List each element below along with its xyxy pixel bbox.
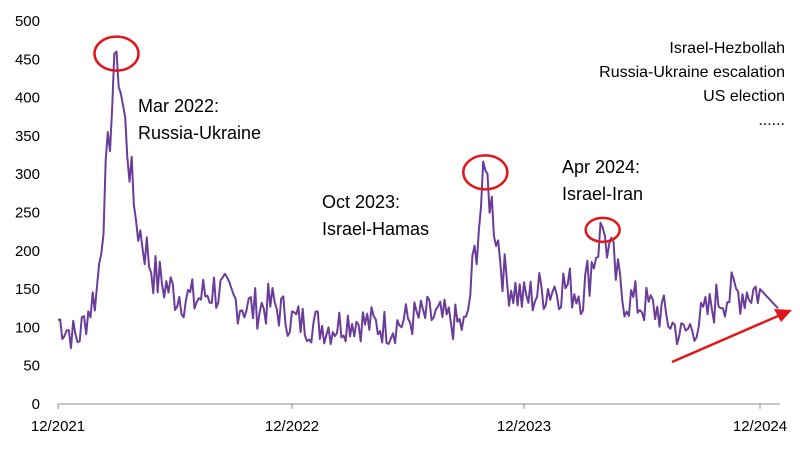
event-annotations: Mar 2022: Russia-Ukraine Oct 2023: Israel-H… (93, 35, 643, 244)
y-tick-label: 0 (32, 396, 40, 413)
trend-arrow-line (671, 314, 779, 364)
annotation-label: Russia-Ukraine (138, 123, 261, 143)
note-line: ...... (758, 112, 785, 129)
y-tick-label: 300 (15, 166, 40, 183)
annotation-label: Israel-Iran (562, 184, 643, 204)
annotation-label: Mar 2022: (138, 96, 219, 116)
y-tick-label: 500 (15, 13, 40, 30)
recent-events-note: Israel-Hezbollah Russia-Ukraine escalatio… (599, 40, 785, 129)
x-tick-label: 12/2024 (733, 418, 787, 435)
y-tick-label: 450 (15, 51, 40, 68)
note-line: Russia-Ukraine escalation (599, 64, 785, 81)
y-tick-label: 350 (15, 128, 40, 145)
annotation-label: Israel-Hamas (322, 219, 429, 239)
x-axis-tick-labels: 12/2021 12/2022 12/2023 12/2024 (31, 418, 787, 435)
x-tick-label: 12/2022 (265, 418, 319, 435)
y-tick-label: 50 (23, 358, 40, 375)
y-tick-label: 400 (15, 90, 40, 107)
series-line (57, 50, 779, 350)
y-axis-tick-labels: 0 50 100 150 200 250 300 350 400 450 500 (15, 13, 40, 413)
y-tick-label: 150 (15, 281, 40, 298)
highlight-circle (93, 35, 140, 72)
annotation-label: Apr 2024: (562, 157, 640, 177)
annotation-label: Oct 2023: (322, 192, 400, 212)
highlight-circle (462, 154, 509, 191)
trend-arrow-head (774, 309, 792, 322)
note-line: Israel-Hezbollah (669, 40, 785, 57)
note-line: US election (703, 88, 785, 105)
x-tick-label: 12/2023 (497, 418, 551, 435)
y-tick-label: 200 (15, 243, 40, 260)
plot-area (57, 50, 792, 364)
axes (57, 403, 780, 409)
x-tick-label: 12/2021 (31, 418, 85, 435)
highlight-circle (584, 216, 621, 244)
y-tick-label: 250 (15, 205, 40, 222)
y-tick-label: 100 (15, 319, 40, 336)
